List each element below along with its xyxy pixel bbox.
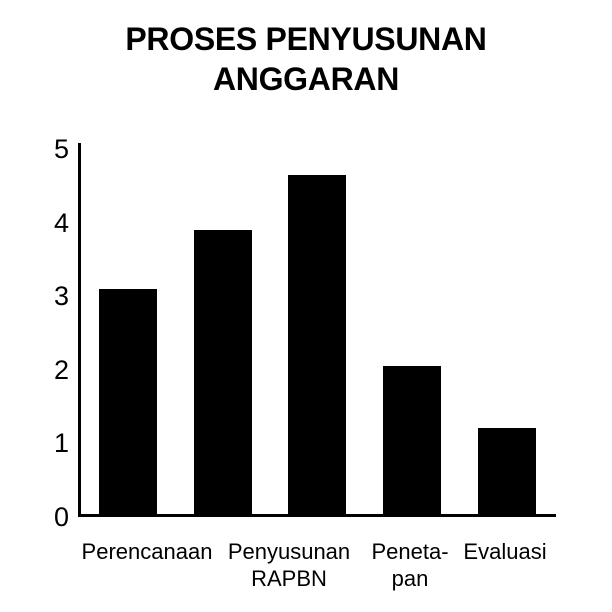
bar [288, 174, 346, 517]
y-tick-label: 4 [53, 207, 69, 238]
y-tick-label: 0 [53, 501, 69, 532]
x-tick-label-line: Evaluasi [463, 539, 547, 564]
chart-title: PROSES PENYUSUNAN ANGGARAN [0, 19, 612, 99]
y-tick-label: 5 [53, 134, 69, 164]
bar [194, 229, 252, 517]
x-tick-label-line: Perencanaan [81, 539, 213, 564]
y-axis-line [78, 143, 81, 517]
x-tick-label: Perencanaan [62, 538, 232, 565]
x-tick-label-line: Penyusunan [227, 539, 351, 564]
x-tick-label: Evaluasi [420, 538, 590, 565]
x-tick-label-line: Peneta- [371, 539, 449, 564]
x-tick-label: Peneta-pan [325, 538, 495, 592]
bar [478, 428, 536, 517]
bar [383, 365, 441, 517]
x-tick-label-line: RAPBN [251, 566, 327, 591]
y-tick-label: 3 [53, 281, 69, 311]
x-tick-label: Penyusunan RAPBN [204, 538, 374, 592]
chart-title-text: PROSES PENYUSUNAN ANGGARAN [125, 21, 487, 97]
x-tick-label-line: pan [391, 566, 429, 591]
y-tick-label: 2 [53, 354, 69, 385]
bar [99, 288, 157, 517]
y-tick-label: 1 [53, 428, 69, 458]
